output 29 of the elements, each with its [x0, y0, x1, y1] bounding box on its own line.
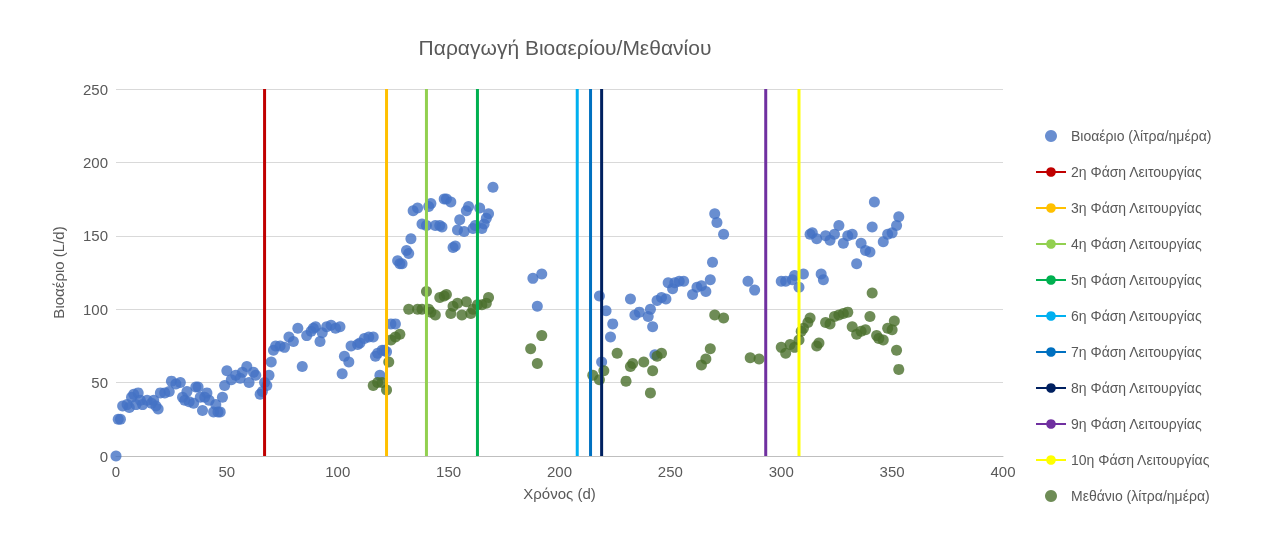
x-tick-label: 100 [325, 463, 351, 480]
legend-label: 7η Φάση Λειτουργίας [1071, 344, 1202, 360]
x-tick-label: 50 [218, 463, 236, 480]
x-tick-label: 300 [768, 463, 794, 480]
legend-label: 4η Φάση Λειτουργίας [1071, 236, 1202, 252]
y-tick-label: 200 [82, 153, 108, 171]
legend-label: 2η Φάση Λειτουργίας [1071, 164, 1202, 180]
legend-label: Μεθάνιο (λίτρα/ημέρα) [1071, 488, 1210, 504]
x-tick-label: 200 [546, 463, 573, 480]
x-tick-label: 400 [990, 463, 1016, 480]
y-tick-label: 150 [82, 227, 108, 245]
x-axis-title: Χρόνος (d) [523, 485, 596, 502]
x-tick-label: 150 [436, 463, 462, 480]
legend-label: 8η Φάση Λειτουργίας [1071, 380, 1202, 396]
legend-label: 3η Φάση Λειτουργίας [1071, 200, 1202, 216]
x-tick-label: 250 [657, 463, 683, 480]
legend-label: 5η Φάση Λειτουργίας [1071, 272, 1202, 288]
y-axis-title: Βιοαέριο (L/d) [50, 226, 67, 319]
y-tick-label: 250 [82, 80, 108, 98]
y-tick-label: 100 [82, 300, 108, 318]
legend-label: Βιοαέριο (λίτρα/ημέρα) [1071, 128, 1212, 144]
chart-title: Παραγωγή Βιοαερίου/Μεθανίου [418, 36, 712, 59]
legend-label: 10η Φάση Λειτουργίας [1071, 452, 1210, 468]
legend-label: 6η Φάση Λειτουργίας [1071, 308, 1202, 324]
y-tick-label: 0 [99, 447, 108, 465]
x-tick-label: 350 [879, 463, 905, 480]
x-tick-label: 0 [111, 463, 121, 480]
legend-label: 9η Φάση Λειτουργίας [1071, 416, 1202, 432]
y-tick-label: 50 [91, 374, 108, 392]
